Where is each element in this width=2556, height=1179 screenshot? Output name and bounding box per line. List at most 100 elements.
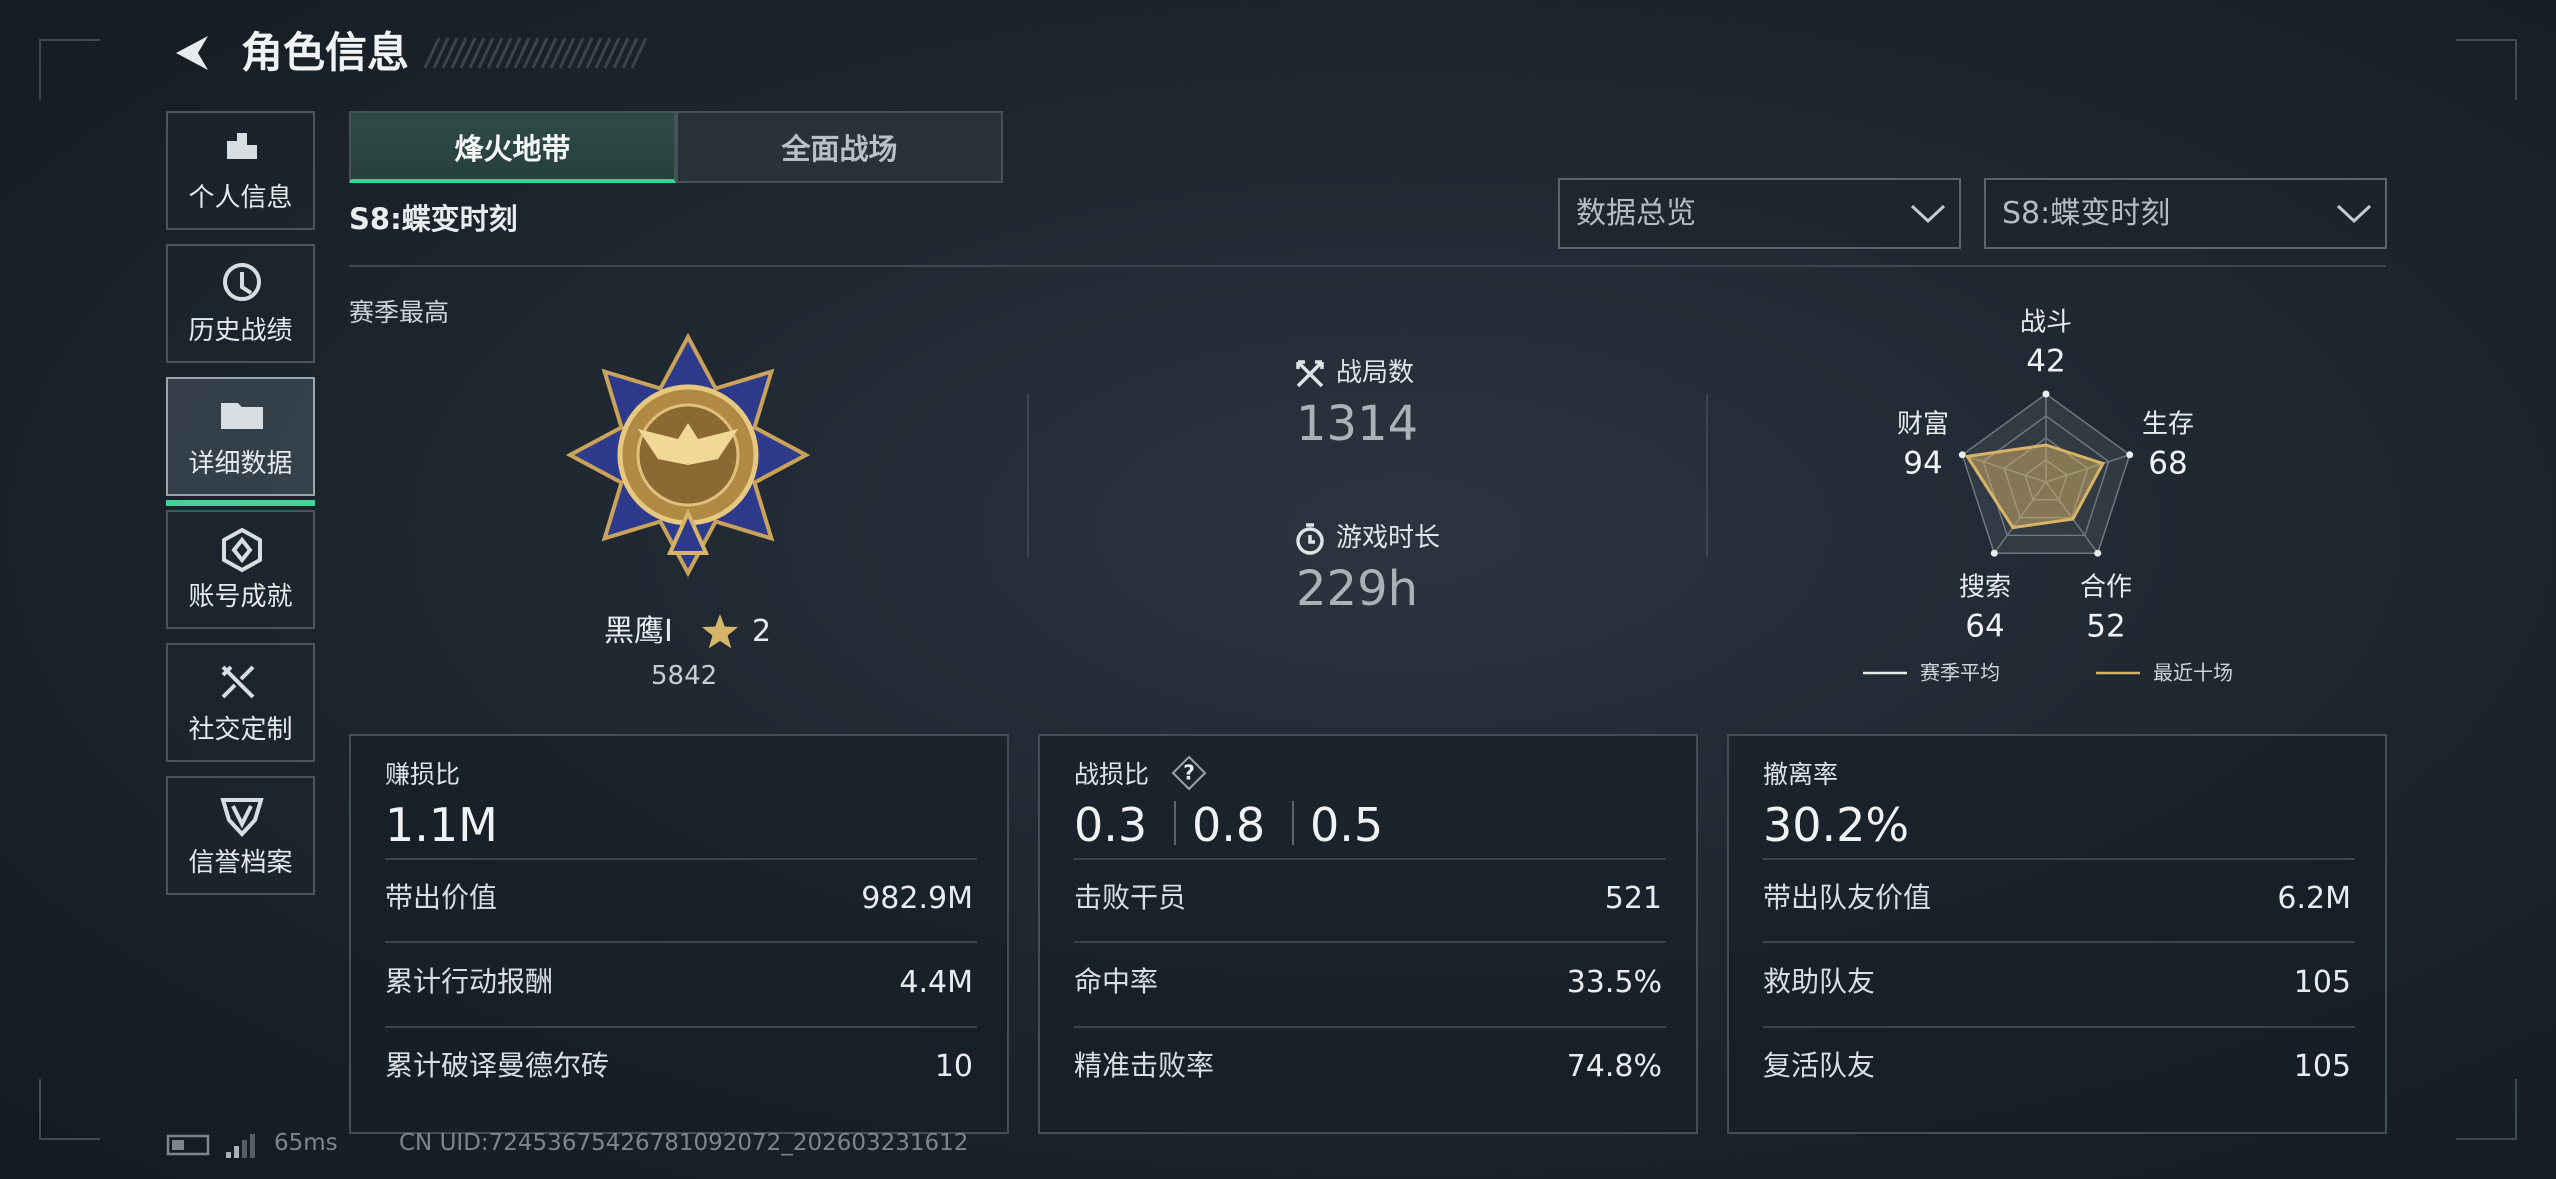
hatch-line (567, 37, 585, 69)
icon-shape (222, 527, 262, 573)
summary-label: 游戏时长 (1336, 523, 1441, 553)
back-button[interactable] (168, 30, 214, 76)
hatch-line (486, 37, 504, 69)
chevron (1910, 204, 1946, 224)
radar-axis-label: 战斗 (2020, 308, 2072, 338)
card-value: 0.3 (1074, 798, 1148, 852)
sidebar-icon (221, 403, 263, 429)
sidebar-tab[interactable]: 信誉档案 (166, 776, 315, 895)
summary-value: 229h (1296, 561, 1419, 617)
value-separator (1292, 801, 1294, 845)
row-value: 982.9M (861, 881, 973, 916)
hatch-line (522, 37, 540, 69)
rank-name: 黑鹰I (604, 614, 673, 649)
sidebar-tab[interactable]: 账号成就 (166, 510, 315, 629)
row-divider (385, 1026, 977, 1028)
row-label: 救助队友 (1763, 965, 1876, 998)
hatch-line (540, 37, 558, 69)
row-value: 105 (2293, 965, 2351, 1000)
radar-axis-label: 合作 (2080, 573, 2132, 603)
rank-star-icon (701, 614, 739, 649)
card-value: 30.2% (1763, 798, 1910, 852)
hatch-line (585, 37, 603, 69)
hatch-line (531, 37, 549, 69)
sidebar-tab[interactable]: 社交定制 (166, 643, 315, 762)
hatch-line (603, 37, 621, 69)
radar-axis-value: 52 (2086, 609, 2125, 645)
sidebar-label: 详细数据 (188, 449, 293, 479)
row-label: 命中率 (1074, 965, 1159, 998)
row-divider (385, 941, 977, 943)
hatch-line (432, 37, 450, 69)
row-divider (1074, 941, 1666, 943)
row-divider (1763, 858, 2355, 860)
hatch-line (423, 37, 441, 69)
signal-bar (226, 1152, 231, 1158)
sidebar-label: 社交定制 (188, 715, 293, 745)
hatch-line (513, 37, 531, 69)
radar-axis-value: 68 (2148, 446, 2187, 482)
corner-bracket (2456, 1079, 2517, 1140)
row-label: 击败干员 (1074, 881, 1187, 914)
dropdown[interactable]: 数据总览 (1558, 178, 1961, 249)
signal-bar (250, 1134, 255, 1158)
mode-tab[interactable]: 烽火地带 (349, 111, 676, 183)
rank-badge (565, 332, 811, 578)
stat-card: 赚损比 1.1M 带出价值 982.9M 累计行动报酬 4.4M 累计破译曼德尔砖 10 (349, 734, 1009, 1134)
corner-bracket (39, 1079, 100, 1140)
row-label: 精准击败率 (1074, 1049, 1215, 1082)
row-value: 10 (934, 1049, 973, 1084)
dropdown-label: 数据总览 (1576, 196, 1696, 231)
radar-axis-label: 财富 (1897, 410, 1949, 440)
hatch-line (504, 37, 522, 69)
hatch-line (477, 37, 495, 69)
help-icon[interactable]: ? (1171, 755, 1207, 791)
hatch-line (621, 37, 639, 69)
signal-bar (242, 1140, 247, 1158)
sidebar-tab[interactable]: 个人信息 (166, 111, 315, 230)
hatch-line (468, 37, 486, 69)
sidebar-label: 个人信息 (188, 183, 293, 213)
card-label: 赚损比 (385, 760, 461, 789)
radar-axis-dot (2126, 451, 2134, 459)
sidebar-label: 历史战绩 (188, 316, 293, 346)
season-label: S8:蝶变时刻 (349, 202, 518, 236)
dropdown[interactable]: S8:蝶变时刻 (1984, 178, 2387, 249)
icon-shape (1296, 523, 1324, 555)
sidebar-tab[interactable]: 历史战绩 (166, 244, 315, 363)
mode-tab[interactable]: 全面战场 (676, 111, 1003, 183)
row-value: 33.5% (1566, 965, 1662, 1000)
radar-axis-dot (2094, 549, 2102, 557)
card-value: 0.8 (1192, 798, 1266, 852)
selected-indicator (166, 500, 315, 506)
sidebar-icon (222, 527, 262, 573)
icon-shape (223, 263, 261, 301)
row-label: 累计行动报酬 (385, 965, 554, 998)
dropdown-chevron (1910, 204, 1946, 224)
hatch-line (612, 37, 630, 69)
value-separator (1174, 801, 1176, 845)
radar-axis-value: 42 (2026, 344, 2065, 380)
summary-icon (1296, 360, 1324, 388)
legend-label: 赛季平均 (1920, 661, 2000, 685)
diamond (1171, 755, 1207, 791)
battery-level (172, 1140, 184, 1150)
card-value: 1.1M (385, 798, 498, 852)
hatch-line (630, 37, 648, 69)
radar-area (1964, 443, 2106, 530)
row-divider (1763, 1026, 2355, 1028)
radar-axis-value: 64 (1965, 609, 2004, 645)
sidebar-tab[interactable]: 详细数据 (166, 377, 315, 506)
rank-stars: 2 (752, 614, 772, 649)
divider (1027, 394, 1029, 557)
badge-eagle (638, 423, 738, 465)
row-label: 累计破译曼德尔砖 (385, 1049, 610, 1082)
radar-axis-label: 生存 (2142, 410, 2194, 440)
star (701, 614, 739, 649)
mode-tab-label: 全面战场 (781, 132, 898, 166)
row-value: 105 (2293, 1049, 2351, 1084)
sidebar-icon (221, 665, 255, 699)
